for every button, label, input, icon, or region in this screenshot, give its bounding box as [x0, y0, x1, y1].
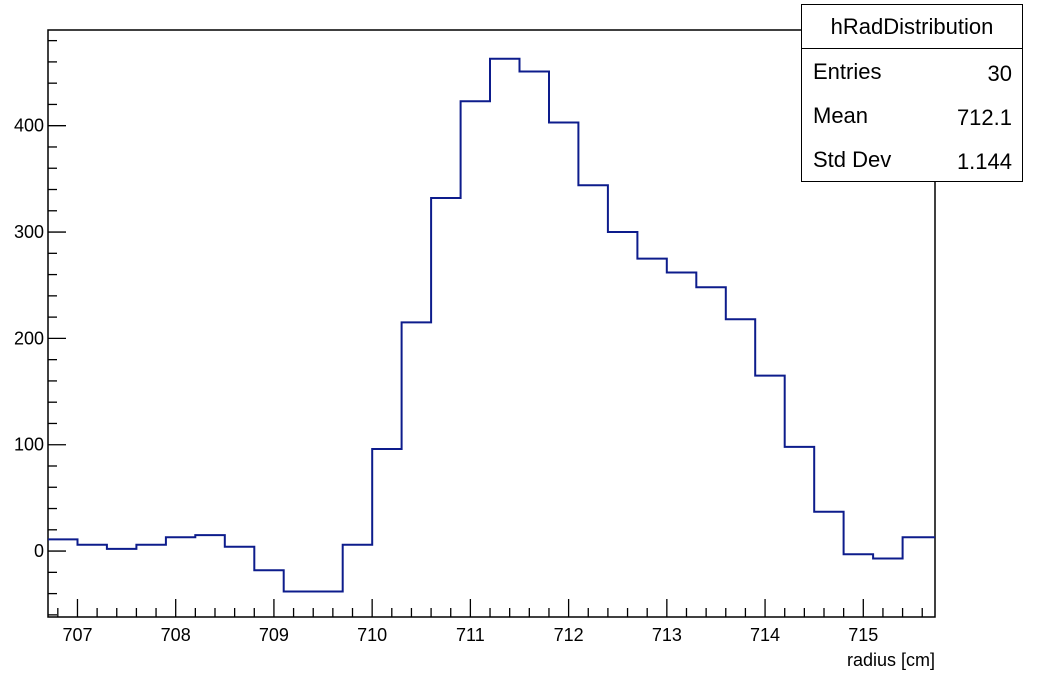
y-tick-label: 100	[14, 435, 44, 455]
stats-row-entries: Entries 30	[802, 49, 1022, 93]
y-tick-label: 400	[14, 116, 44, 136]
stats-entries-value: 30	[987, 61, 1012, 86]
stats-stddev-label: Std Dev	[813, 147, 892, 172]
x-tick-label: 712	[554, 625, 584, 645]
stats-entries-label: Entries	[813, 59, 882, 84]
stats-box-title: hRadDistribution	[802, 5, 1022, 49]
x-tick-label: 714	[750, 625, 780, 645]
stats-row-stddev: Std Dev 1.144	[802, 137, 1022, 181]
plot-frame	[47, 29, 936, 618]
y-tick-label: 300	[14, 222, 44, 242]
x-axis-ticks: 707 708 709 710 711 712 713 714 715	[57, 599, 923, 645]
stats-mean-label: Mean	[813, 103, 869, 128]
y-tick-label: 200	[14, 328, 44, 348]
stats-box: hRadDistribution Entries 30 Mean 712.1 S…	[801, 4, 1023, 182]
y-axis-ticks: 0 100 200 300 400	[14, 39, 66, 616]
stats-stddev-value: 1.144	[956, 149, 1012, 174]
histogram-series-line	[48, 57, 935, 593]
x-tick-label: 711	[456, 625, 485, 645]
x-tick-label: 707	[62, 625, 92, 645]
x-tick-label: 709	[259, 625, 289, 645]
x-tick-label: 715	[848, 625, 878, 645]
x-tick-label: 713	[652, 625, 682, 645]
x-tick-label: 708	[161, 625, 191, 645]
stats-row-mean: Mean 712.1	[802, 93, 1022, 137]
x-tick-label: 710	[357, 625, 387, 645]
stats-mean-value: 712.1	[956, 105, 1012, 130]
y-tick-label: 0	[34, 541, 44, 561]
x-axis-label: radius [cm]	[847, 650, 935, 670]
